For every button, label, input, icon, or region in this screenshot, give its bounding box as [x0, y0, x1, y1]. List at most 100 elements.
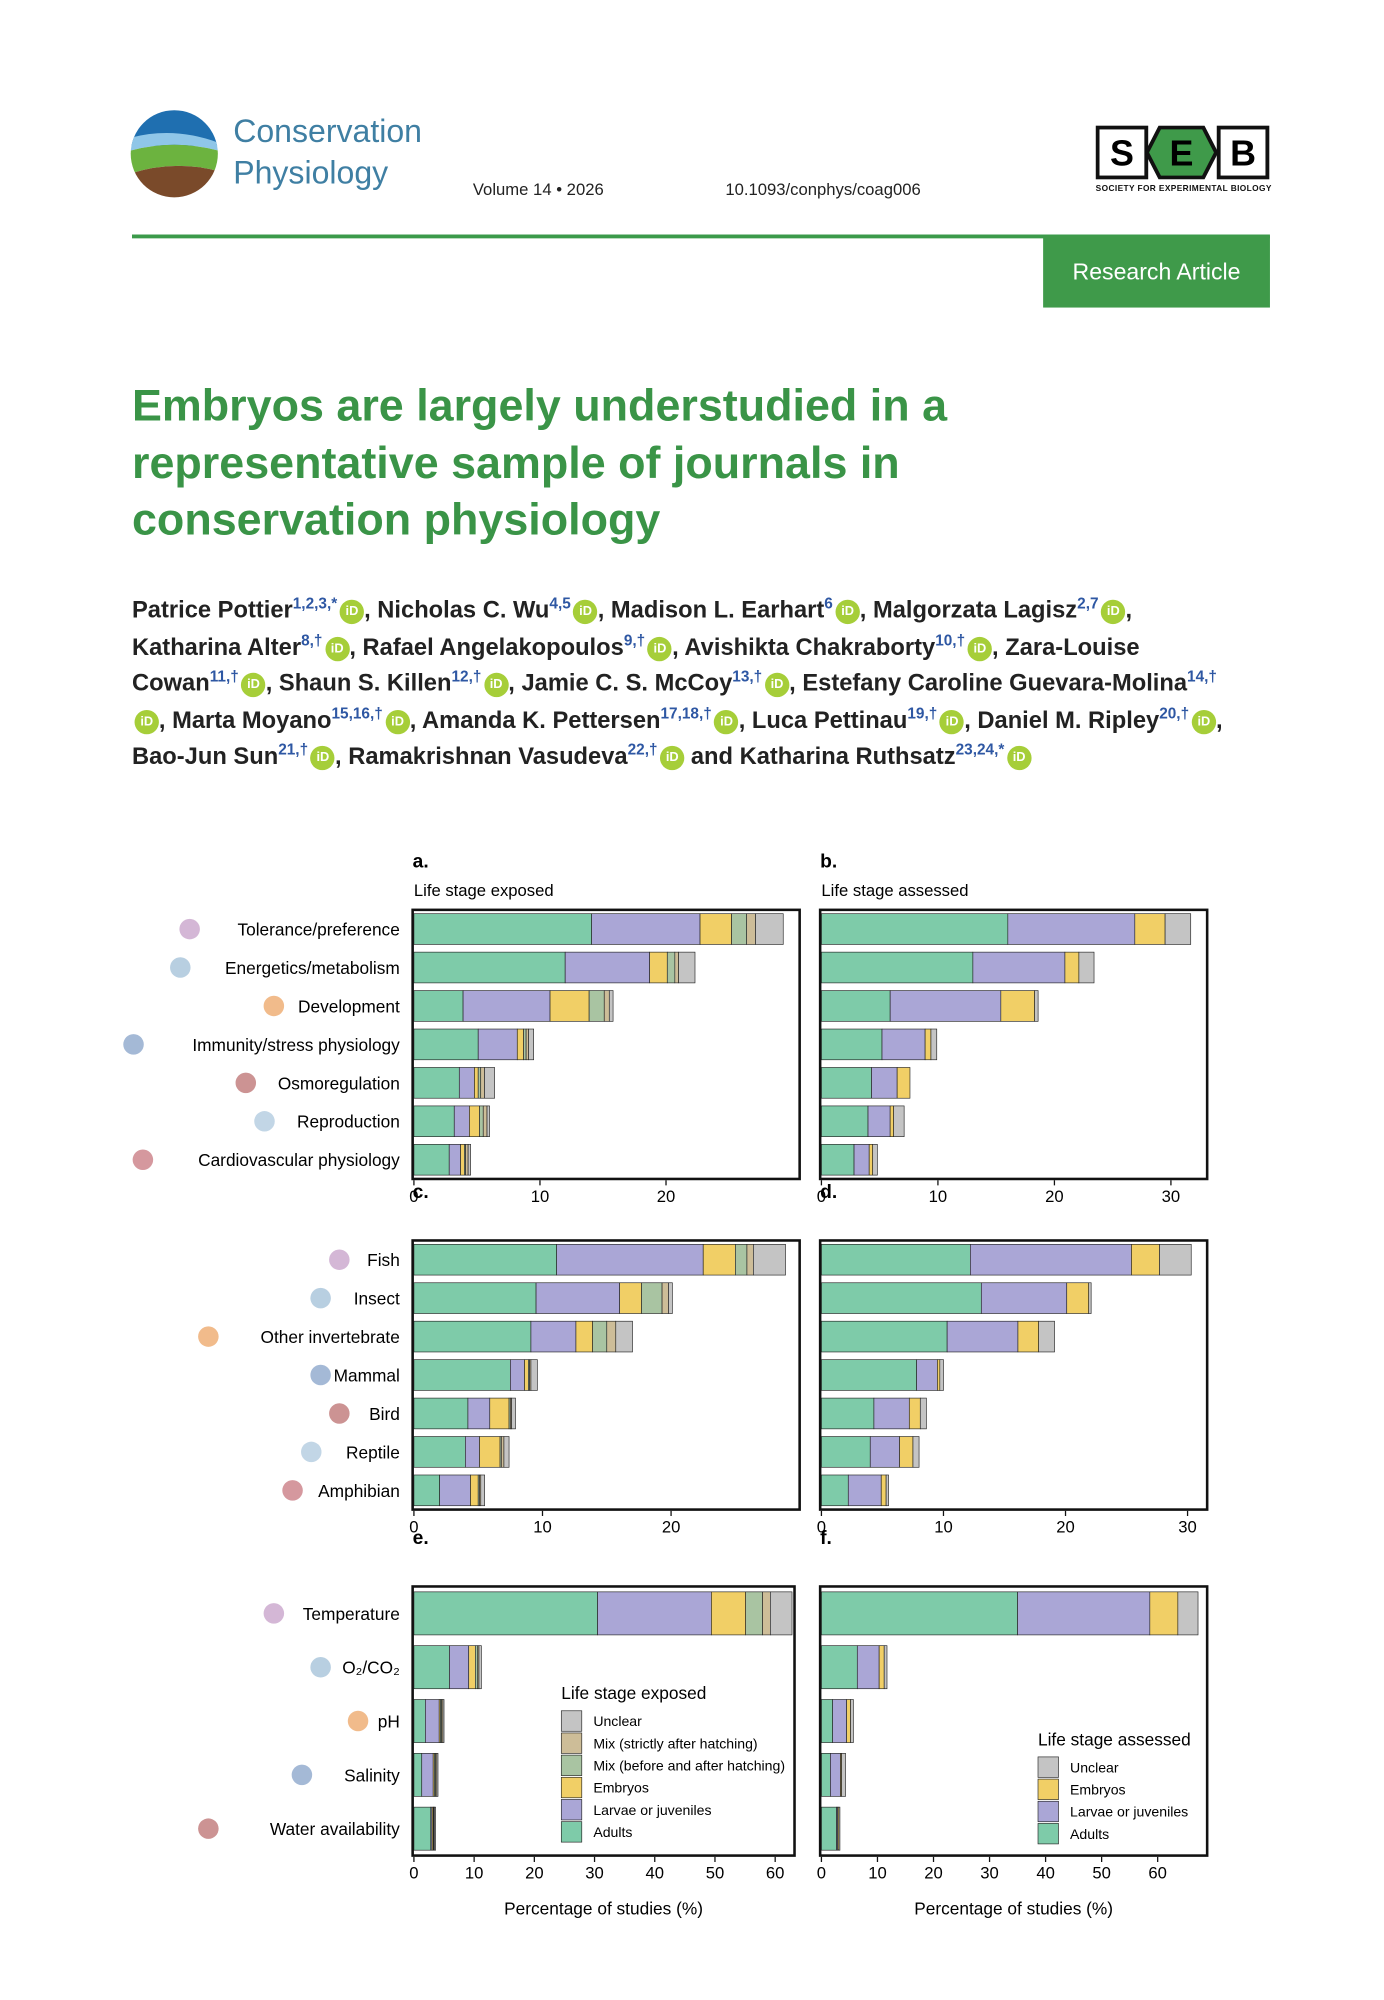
bar-segment [841, 1753, 846, 1797]
author: Shaun S. Killen12,† iD, [279, 669, 515, 698]
bar-segment [1131, 1243, 1160, 1276]
bar-segment [661, 1282, 669, 1314]
category-label: Cardiovascular physiology [198, 1150, 400, 1170]
separator: , [672, 632, 679, 660]
legend-swatch [560, 1754, 583, 1776]
x-tick-label: 50 [706, 1864, 725, 1883]
separator: , [992, 632, 999, 660]
author: Rafael Angelakopoulos9,† iD, [363, 632, 679, 661]
bar-segment [821, 951, 974, 984]
panel-label: f. [820, 1528, 832, 1549]
bar-segment [413, 1699, 426, 1743]
category-label: Development [298, 996, 400, 1016]
affiliation: 1,2,3,* [292, 594, 338, 613]
bar-segment [868, 1144, 874, 1176]
bar-segment [575, 1320, 593, 1353]
legend-label: Adults [593, 1824, 632, 1840]
category-icon [310, 1656, 331, 1678]
category-icon [347, 1710, 369, 1732]
bar-segment [608, 990, 614, 1022]
orcid-icon: iD [764, 673, 790, 698]
x-tick-label: 10 [533, 1518, 552, 1537]
author-name: Ramakrishnan Vasudeva [348, 742, 628, 770]
affiliation: 21,† [278, 740, 309, 759]
x-tick-label: 10 [465, 1864, 484, 1883]
author-name: Katharina Ruthsatz [739, 742, 956, 770]
orcid-icon: iD [1101, 599, 1126, 625]
orcid-icon: iD [325, 636, 350, 661]
bar-segment [755, 913, 784, 945]
bar-segment [413, 1067, 460, 1099]
author: Malgorzata Lagisz2,7 iD, [873, 596, 1132, 625]
bar-segment [1017, 1320, 1039, 1353]
x-tick-label: 0 [409, 1864, 418, 1883]
panel-label: e. [413, 1528, 429, 1549]
category-label: Bird [369, 1404, 400, 1424]
bar-segment [699, 913, 732, 945]
bar-segment [465, 1144, 469, 1176]
category-label: Other invertebrate [261, 1327, 400, 1347]
bar-segment [873, 1397, 910, 1430]
bar-segment [470, 1474, 479, 1507]
bar-segment [1038, 1320, 1055, 1353]
bar-segment [889, 990, 1002, 1022]
bar-segment [475, 1645, 479, 1690]
affiliation: 4,5 [549, 594, 571, 613]
bar-segment [649, 951, 668, 984]
x-tick-label: 40 [645, 1864, 664, 1883]
bar-segment [436, 1753, 439, 1797]
bar-segment [830, 1753, 841, 1797]
orcid-icon: iD [647, 636, 673, 661]
bar-segment [762, 1591, 771, 1636]
bar-segment [869, 1436, 900, 1468]
category-icon [329, 1403, 350, 1424]
legend-swatch [560, 1799, 583, 1821]
panel-label: a. [413, 852, 429, 873]
category-label: pH [378, 1711, 400, 1731]
legend-swatch [560, 1821, 583, 1843]
author: Katharina Ruthsatz23,24,* iD [739, 742, 1032, 771]
bar-segment [603, 990, 610, 1022]
bar-segment [919, 1397, 927, 1430]
bar-segment [462, 990, 551, 1022]
bar-segment [881, 1028, 926, 1061]
bar-segment [413, 1645, 450, 1690]
x-tick-label: 60 [766, 1864, 785, 1883]
bar-segment [615, 1320, 633, 1353]
bar-segment [735, 1243, 748, 1276]
bar-segment [477, 1028, 518, 1061]
bar-segment [821, 1591, 1018, 1636]
category-label: Reproduction [297, 1112, 400, 1132]
bar-segment [821, 1436, 871, 1468]
bar-segment [480, 1474, 485, 1507]
separator: , [409, 705, 417, 733]
bar-segment [821, 1699, 833, 1743]
x-tick-label: 0 [817, 1864, 826, 1883]
category-icon [329, 1249, 350, 1270]
bar-segment [468, 1645, 476, 1690]
bar-segment [413, 1144, 450, 1176]
plot-frame [818, 1239, 1209, 1511]
x-axis-label: Percentage of studies (%) [914, 1899, 1113, 1919]
bar-segment [474, 1067, 479, 1099]
panel-subtitle: Life stage assessed [821, 881, 968, 900]
author-name: Jamie C. S. McCoy [521, 669, 733, 697]
author: Luca Pettinau19,† iD, [752, 706, 971, 735]
bar-segment [524, 1359, 529, 1391]
bar-segment [1000, 990, 1035, 1022]
bar-segment [591, 913, 701, 945]
bar-segment [821, 1320, 948, 1353]
legend-swatch [1037, 1778, 1059, 1800]
orcid-icon: iD [385, 709, 410, 735]
bar-segment [421, 1753, 434, 1797]
separator: , [789, 669, 796, 697]
category-label: Fish [367, 1250, 400, 1270]
bar-segment [413, 913, 592, 945]
x-tick-label: 0 [409, 1518, 418, 1537]
author-name: Bao-Jun Sun [131, 742, 279, 770]
bar-segment [448, 1144, 461, 1176]
bar-segment [413, 1436, 466, 1468]
affiliation: 15,16,† [331, 704, 383, 723]
author: Madison L. Earhart6 iD, [611, 596, 866, 625]
